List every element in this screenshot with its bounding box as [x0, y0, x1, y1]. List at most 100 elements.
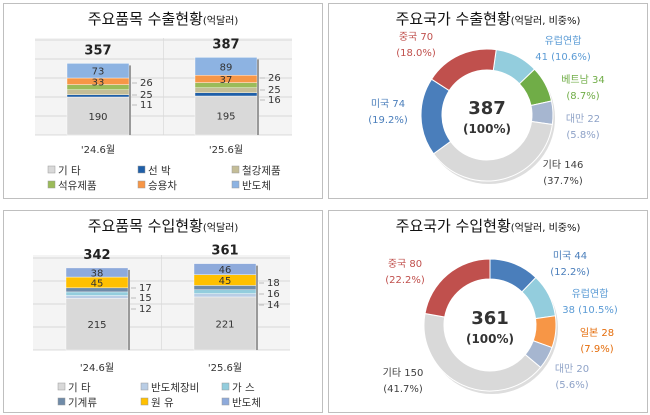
legend-item: 승용차: [148, 180, 177, 192]
data-label: 11: [140, 100, 153, 111]
data-label: 26: [140, 78, 153, 89]
slice-percent: (19.2%): [368, 115, 408, 126]
legend-swatch: [231, 165, 240, 174]
data-label: 16: [267, 289, 280, 300]
data-label: 12: [139, 304, 152, 315]
slice-percent: (5.8%): [566, 130, 599, 141]
data-label: 195: [216, 112, 235, 123]
slice-percent: (12.2%): [550, 267, 590, 278]
legend-item: 선 박: [148, 165, 171, 177]
data-label: 15: [139, 293, 152, 304]
bar-segment: [66, 94, 130, 98]
legend-item: 철강제품: [242, 165, 281, 177]
data-label: 45: [219, 276, 232, 287]
slice-percent: 41 (10.6%): [535, 52, 591, 63]
center-total: 387: [468, 98, 506, 119]
slice-label: 일본 28: [580, 327, 614, 339]
category-label: '24.6월: [81, 144, 115, 156]
data-label: 37: [220, 75, 233, 86]
legend-swatch: [47, 165, 56, 174]
total-label: 361: [211, 244, 238, 259]
chart-title: 주요국가 수입현황(억달러, 비중%): [395, 217, 581, 235]
bar-segment: [194, 87, 258, 94]
legend-swatch: [231, 180, 240, 189]
total-label: 357: [84, 43, 111, 58]
legend-item: 가 스: [232, 382, 255, 394]
bar-segment: [65, 291, 129, 296]
bar-segment: [194, 95, 258, 136]
legend-item: 반도체: [232, 397, 261, 409]
legend-item: 반도체: [242, 180, 271, 192]
chart-title: 주요품목 수출현황(억달러): [87, 10, 239, 28]
legend-swatch: [137, 180, 146, 189]
data-label: 18: [267, 278, 280, 289]
legend-swatch: [221, 397, 230, 406]
legend-item: 반도체장비: [151, 382, 199, 394]
legend-swatch: [57, 382, 66, 391]
legend-swatch: [57, 397, 66, 406]
bar-segment: [65, 295, 129, 299]
bar-segment: [193, 289, 257, 294]
chart-title: 주요국가 수출현황(억달러, 비중%): [395, 10, 581, 28]
slice-percent: (22.2%): [385, 275, 425, 286]
slice-label: 유럽연합: [572, 288, 609, 300]
slice-label: 미국 44: [553, 250, 587, 262]
data-label: 38: [91, 268, 104, 279]
bar-shadow: [257, 59, 259, 135]
legend-swatch: [137, 165, 146, 174]
legend-swatch: [140, 382, 149, 391]
slice-label: 유럽연합: [545, 35, 582, 47]
donut-slice: [530, 100, 554, 126]
data-label: 33: [92, 77, 105, 88]
data-label: 215: [87, 320, 106, 331]
data-label: 221: [215, 319, 234, 330]
slice-percent: (37.7%): [543, 176, 583, 187]
bar-shadow: [128, 269, 130, 350]
legend-item: 원 유: [151, 397, 174, 409]
slice-percent: (8.7%): [566, 91, 599, 102]
bar-segment: [65, 298, 129, 351]
data-label: 89: [220, 62, 233, 73]
data-label: 14: [267, 300, 280, 311]
total-label: 342: [83, 248, 110, 263]
slice-label: 대만 22: [566, 113, 600, 125]
slice-label: 베트남 34: [561, 74, 605, 86]
data-label: 25: [268, 85, 281, 96]
center-total: 361: [471, 308, 509, 329]
legend-item: 기계류: [68, 397, 97, 409]
data-label: 190: [88, 112, 107, 123]
legend-swatch: [221, 382, 230, 391]
data-label: 45: [91, 278, 104, 289]
donut-hole: [442, 70, 532, 160]
bar-shadow: [129, 65, 131, 135]
bar-segment: [194, 92, 258, 97]
slice-percent: (5.6%): [555, 380, 588, 391]
slice-label: 중국 80: [388, 258, 422, 270]
chart-title: 주요품목 수입현황(억달러): [87, 217, 239, 235]
slice-label: 기타 150: [383, 367, 424, 379]
category-label: '25.6월: [209, 144, 243, 156]
slice-label: 대만 20: [555, 363, 589, 375]
data-label: 16: [268, 95, 281, 106]
bar-segment: [193, 293, 257, 298]
legend-item: 기 타: [68, 382, 91, 394]
data-label: 17: [139, 283, 152, 294]
category-label: '24.6월: [80, 362, 114, 374]
total-label: 387: [212, 37, 239, 52]
slice-label: 중국 70: [399, 31, 433, 43]
slice-percent: 38 (10.5%): [562, 305, 618, 316]
category-label: '25.6월: [208, 362, 242, 374]
donut-hole: [444, 279, 536, 371]
data-label: 46: [219, 265, 232, 276]
data-label: 73: [92, 67, 105, 78]
data-label: 26: [268, 73, 281, 84]
center-percent: (100%): [466, 332, 514, 346]
legend-item: 기 타: [58, 165, 81, 177]
slice-label: 미국 74: [371, 98, 405, 110]
slice-percent: (18.0%): [396, 48, 436, 59]
bar-shadow: [256, 265, 258, 350]
legend-swatch: [47, 180, 56, 189]
slice-percent: (41.7%): [383, 384, 423, 395]
